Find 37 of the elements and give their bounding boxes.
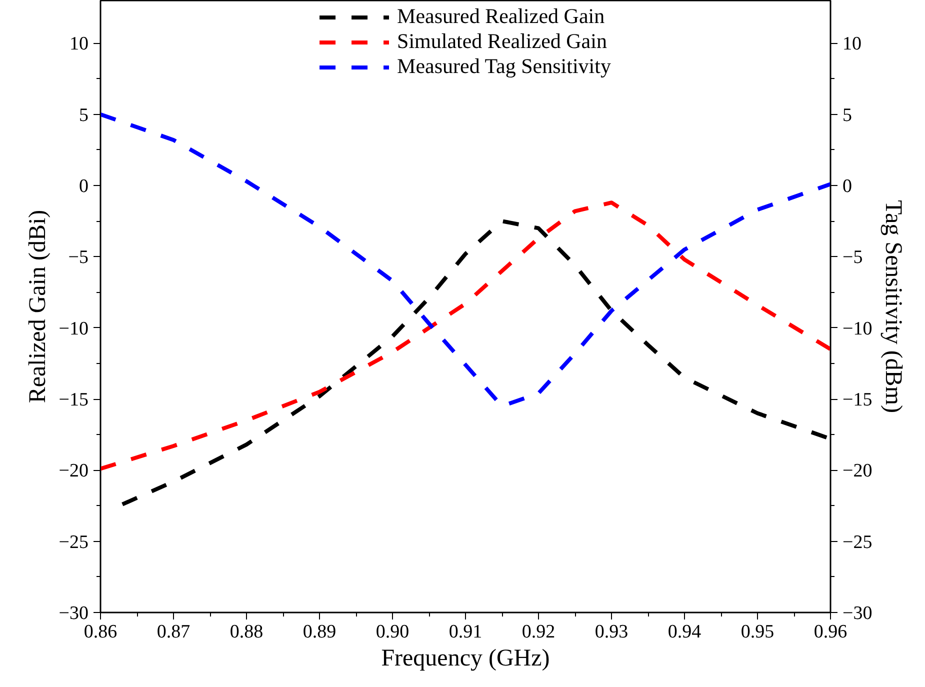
y-tick-label: −5 bbox=[68, 247, 89, 268]
y2-axis-title: Tag Sensitivity (dBm) bbox=[880, 200, 906, 413]
x-tick-label: 0.86 bbox=[84, 622, 118, 642]
y-tick-label: −15 bbox=[58, 390, 89, 411]
x-tick-label: 0.92 bbox=[522, 622, 556, 642]
y2-tick-label: 10 bbox=[842, 34, 862, 55]
y2-tick-label: −25 bbox=[842, 532, 872, 553]
line-series bbox=[100, 200, 830, 471]
x-tick-label: 0.96 bbox=[814, 622, 848, 642]
x-tick-label: 0.95 bbox=[740, 622, 774, 642]
y2-tick-label: −10 bbox=[842, 318, 872, 340]
y-tick-label: −30 bbox=[58, 603, 89, 624]
y-tick-label: −10 bbox=[58, 318, 89, 340]
y-tick-label: −20 bbox=[58, 460, 89, 482]
y2-tick-label: −20 bbox=[842, 460, 872, 482]
line-series bbox=[100, 112, 830, 408]
legend-label: Simulated Realized Gain bbox=[397, 29, 607, 54]
y-tick-label: −25 bbox=[58, 532, 89, 553]
x-tick-label: 0.90 bbox=[376, 622, 410, 642]
y-tick-label: 0 bbox=[79, 176, 88, 198]
y2-tick-label: 0 bbox=[842, 176, 852, 198]
y2-tick-label: −30 bbox=[842, 603, 872, 624]
x-tick-label: 0.93 bbox=[594, 622, 628, 642]
x-tick-label: 0.88 bbox=[230, 622, 264, 642]
y2-tick-label: −15 bbox=[842, 390, 872, 411]
y2-tick-label: −5 bbox=[842, 247, 863, 268]
y-tick-label: 10 bbox=[70, 34, 88, 55]
x-tick-label: 0.91 bbox=[448, 622, 482, 642]
x-tick-label: 0.87 bbox=[156, 622, 190, 642]
y2-tick-label: 5 bbox=[842, 104, 852, 126]
x-tick-label: 0.94 bbox=[668, 622, 702, 642]
legend-label: Measured Realized Gain bbox=[397, 4, 605, 29]
y-axis-title: Realized Gain (dBi) bbox=[24, 210, 51, 404]
x-axis-title: Frequency (GHz) bbox=[381, 646, 550, 672]
y-tick-label: 5 bbox=[79, 104, 88, 126]
legend-label: Measured Tag Sensitivity bbox=[397, 54, 611, 79]
x-tick-label: 0.89 bbox=[302, 622, 336, 642]
